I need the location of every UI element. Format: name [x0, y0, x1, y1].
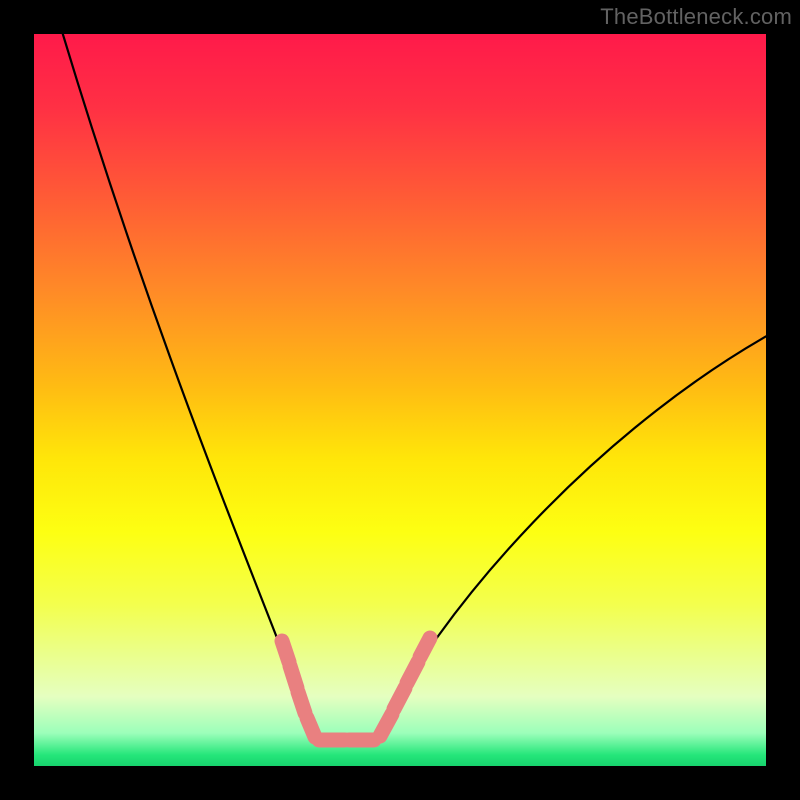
fit-marker-right — [407, 662, 418, 683]
fit-marker-left — [307, 718, 315, 737]
gradient-background — [34, 34, 766, 766]
fit-marker-right — [394, 688, 405, 709]
fit-marker-right — [420, 638, 430, 657]
watermark-text: TheBottleneck.com — [600, 4, 792, 30]
fit-marker-left — [290, 666, 297, 688]
fit-marker-right — [380, 714, 392, 736]
chart-frame: TheBottleneck.com — [0, 0, 800, 800]
chart-svg — [0, 0, 800, 800]
fit-marker-left — [298, 692, 305, 713]
